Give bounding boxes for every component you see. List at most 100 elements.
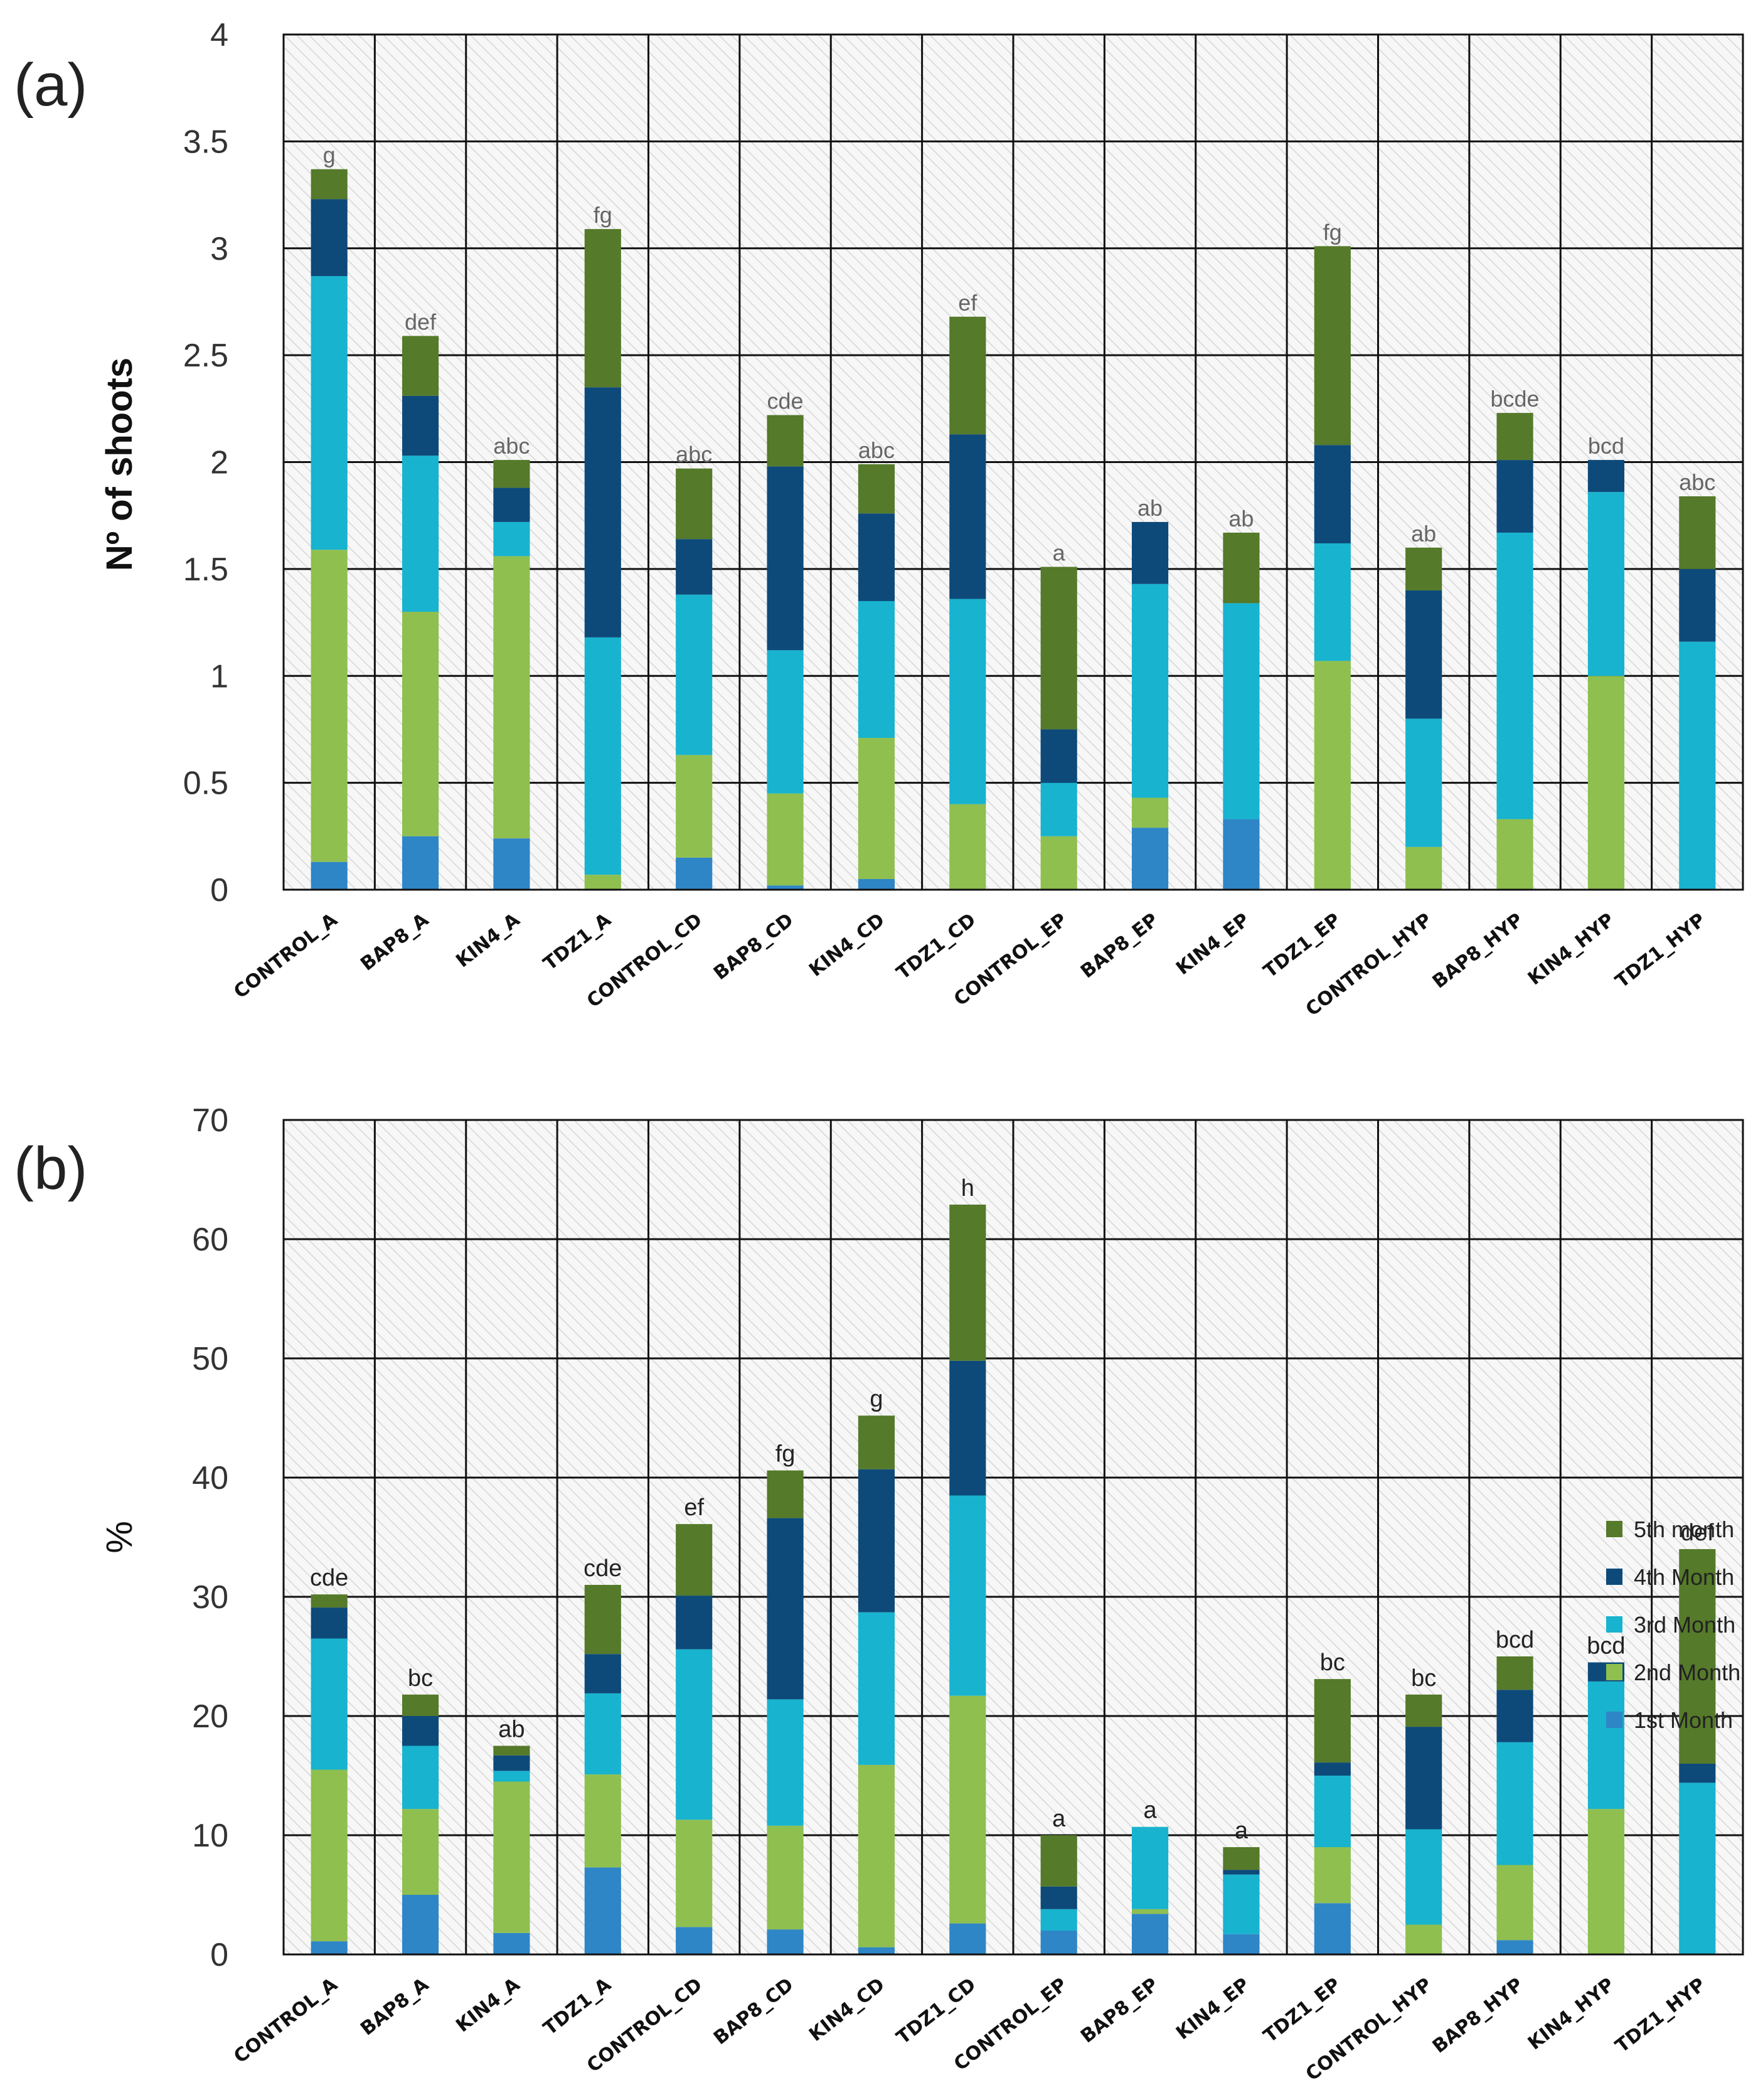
bar-stack-tdz1-a	[584, 229, 621, 890]
significance-label: fg	[594, 202, 612, 228]
significance-label: cde	[310, 1565, 348, 1591]
bar-segment-3rd-month-bap8-cd	[767, 650, 804, 794]
significance-label: bc	[1411, 1665, 1436, 1692]
legend-swatch-2nd-month	[1606, 1664, 1622, 1680]
significance-label: g	[323, 142, 336, 168]
significance-label: a	[1053, 540, 1066, 565]
bar-segment-5th-month-kin4-a	[493, 460, 530, 488]
bar-stack-bap8-ep	[1131, 521, 1169, 890]
bar-segment-1st-month-tdz1-ep	[1314, 1903, 1351, 1954]
bar-segment-4th-month-tdz1-ep	[1314, 445, 1351, 543]
bar-stack-control-cd	[676, 1524, 713, 1954]
bar-segment-3rd-month-kin4-a	[493, 1771, 530, 1782]
legend-label-1st-month: 1st Month	[1634, 1707, 1733, 1733]
bar-segment-3rd-month-control-cd	[676, 594, 713, 755]
x-tick-label-bap8-hyp: BAP8_HYP	[1429, 1974, 1528, 2058]
bar-stack-control-ep	[1040, 567, 1077, 890]
y-tick-label: 3	[210, 231, 228, 267]
x-tick-label-bap8-ep: BAP8_EP	[1077, 1974, 1163, 2048]
bar-segment-2nd-month-tdz1-ep	[1314, 1847, 1351, 1904]
legend-label-4th-month: 4th Month	[1634, 1564, 1734, 1590]
y-tick-label: 70	[192, 1102, 228, 1139]
panel-label-a: (a)	[14, 51, 87, 119]
panel-label-b: (b)	[14, 1135, 87, 1202]
bar-segment-2nd-month-tdz1-a	[584, 875, 621, 890]
plot-area-a: 0 0.5 1 1.5 2 2.5 3 3.5 4 g CONTROL_A def BAP8_A abc K…	[183, 17, 1744, 1021]
y-tick-label: 2	[210, 445, 228, 481]
bar-stack-bap8-a	[402, 1694, 439, 1954]
x-tick-label-bap8-a: BAP8_A	[356, 1973, 433, 2040]
bar-segment-3rd-month-kin4-cd	[858, 1612, 895, 1765]
bar-segment-1st-month-kin4-cd	[858, 1947, 895, 1954]
legend-swatch-3rd-month	[1606, 1616, 1622, 1633]
significance-label: bcd	[1496, 1627, 1534, 1653]
significance-label: def	[405, 309, 437, 334]
bar-segment-1st-month-control-ep	[1040, 1931, 1077, 1954]
significance-label: bc	[1320, 1650, 1345, 1676]
bar-segment-4th-month-bap8-a	[402, 1716, 439, 1746]
bar-segment-3rd-month-bap8-ep	[1131, 584, 1169, 798]
significance-label: ab	[1411, 521, 1436, 546]
bar-segment-4th-month-tdz1-hyp	[1679, 1764, 1716, 1783]
bar-stack-tdz1-cd	[949, 1204, 986, 1954]
bar-segment-4th-month-bap8-a	[402, 395, 439, 456]
bar-segment-4th-month-tdz1-hyp	[1679, 568, 1716, 642]
bar-segment-4th-month-kin4-cd	[858, 513, 895, 601]
bar-stack-bap8-hyp	[1496, 1656, 1533, 1954]
x-tick-label-tdz1-cd: TDZ1_CD	[893, 909, 981, 984]
bar-stack-control-hyp	[1405, 547, 1442, 890]
significance-label: abc	[493, 433, 530, 459]
x-tick-label-control-a: CONTROL_A	[230, 1973, 342, 2068]
bar-segment-3rd-month-kin4-hyp	[1587, 492, 1625, 676]
bar-segment-5th-month-kin4-cd	[858, 464, 895, 514]
bar-segment-3rd-month-control-ep	[1040, 1909, 1077, 1931]
bar-segment-3rd-month-bap8-ep	[1131, 1826, 1169, 1909]
bar-segment-5th-month-bap8-hyp	[1496, 1656, 1533, 1690]
bar-segment-1st-month-control-cd	[676, 1927, 713, 1954]
bar-segment-3rd-month-kin4-hyp	[1587, 1681, 1625, 1810]
bar-segment-4th-month-control-cd	[676, 539, 713, 595]
x-tick-label-kin4-cd: KIN4_CD	[805, 909, 889, 981]
significance-label: abc	[858, 437, 895, 463]
legend-label-5th-month: 5th month	[1634, 1516, 1734, 1542]
significance-label: ef	[684, 1495, 704, 1521]
bar-segment-3rd-month-tdz1-hyp	[1679, 641, 1716, 890]
bar-segment-2nd-month-tdz1-a	[584, 1774, 621, 1868]
bar-segment-4th-month-tdz1-cd	[949, 1360, 986, 1496]
bar-stack-control-cd	[676, 468, 713, 890]
bar-segment-1st-month-control-a	[311, 1941, 348, 1954]
bar-stack-kin4-cd	[858, 1415, 895, 1954]
x-tick-label-tdz1-a: TDZ1_A	[540, 909, 616, 975]
chart-panel-b: (b) % 0 10 20 30 40 50 60 70 cde CONTROL_A bc BAP8_…	[14, 1102, 1744, 2086]
bar-segment-4th-month-control-hyp	[1405, 590, 1442, 719]
bar-segment-5th-month-control-ep	[1040, 1835, 1077, 1887]
bar-segment-5th-month-control-hyp	[1405, 547, 1442, 590]
bar-segment-4th-month-control-cd	[676, 1596, 713, 1650]
bar-segment-3rd-month-tdz1-ep	[1314, 543, 1351, 661]
significance-label: abc	[676, 442, 712, 467]
bar-segment-1st-month-bap8-cd	[767, 885, 804, 890]
bar-segment-2nd-month-tdz1-cd	[949, 804, 986, 890]
bar-segment-5th-month-bap8-hyp	[1496, 413, 1533, 461]
bar-segment-3rd-month-tdz1-cd	[949, 599, 986, 804]
significance-label: a	[1235, 1818, 1249, 1844]
bar-stack-kin4-a	[493, 460, 530, 890]
bar-segment-3rd-month-bap8-hyp	[1496, 532, 1533, 819]
bar-segment-1st-month-kin4-ep	[1223, 1934, 1260, 1954]
bar-segment-3rd-month-kin4-ep	[1223, 1874, 1260, 1934]
x-tick-label-bap8-a: BAP8_A	[356, 909, 433, 975]
bar-segment-1st-month-kin4-ep	[1223, 819, 1260, 890]
bar-stack-bap8-a	[402, 336, 439, 890]
bar-segment-4th-month-bap8-ep	[1131, 521, 1169, 584]
bar-segment-5th-month-tdz1-a	[584, 1585, 621, 1655]
bar-stack-kin4-cd	[858, 464, 895, 890]
chart-panel-a: (a) Nº of shoots 0 0.5 1 1.5 2 2.5 3 3.5 4 g CONTR…	[14, 17, 1744, 1021]
bar-segment-3rd-month-bap8-a	[402, 1746, 439, 1810]
bar-segment-4th-month-control-ep	[1040, 1886, 1077, 1909]
bar-stack-control-hyp	[1405, 1694, 1442, 1954]
bar-segment-4th-month-tdz1-a	[584, 387, 621, 637]
bar-segment-3rd-month-tdz1-a	[584, 637, 621, 875]
bar-segment-5th-month-bap8-a	[402, 336, 439, 396]
bar-segment-1st-month-control-cd	[676, 857, 713, 890]
bar-segment-2nd-month-kin4-hyp	[1587, 676, 1625, 890]
